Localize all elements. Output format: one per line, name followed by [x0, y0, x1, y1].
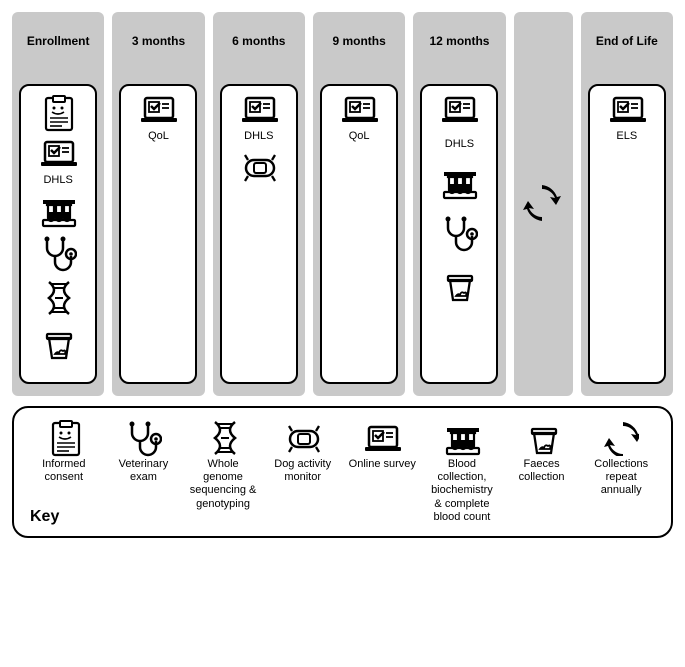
card-12months: DHLS — [420, 84, 498, 384]
dna-icon — [39, 278, 77, 318]
key-tubes: Blood collection, biochemistry & complet… — [426, 418, 498, 524]
card-label: DHLS — [244, 130, 273, 142]
monitor-icon — [240, 148, 278, 186]
laptop-icon — [340, 94, 378, 124]
key-laptop: Online survey — [347, 418, 419, 524]
card-label: DHLS — [445, 138, 474, 150]
card-9months: QoL — [320, 84, 398, 384]
key-text: Online survey — [349, 458, 416, 471]
key-text: Blood collection, biochemistry & complet… — [426, 458, 498, 524]
laptop-icon — [608, 94, 646, 124]
key-text: Collections repeat annually — [585, 458, 657, 498]
dna-icon — [205, 418, 241, 458]
laptop-icon — [139, 94, 177, 124]
card-label: QoL — [148, 130, 169, 142]
tubes-icon — [440, 164, 478, 200]
key-text: Veterinary exam — [108, 458, 180, 484]
col-header: 12 months — [429, 20, 489, 84]
col-6months: 6 months DHLS — [213, 12, 305, 396]
laptop-icon — [240, 94, 278, 124]
faeces-icon — [39, 324, 77, 362]
key-text: Faeces collection — [506, 458, 578, 484]
key-dna: Whole genome sequencing & genotyping — [187, 418, 259, 524]
faeces-icon — [440, 266, 478, 304]
repeat-icon — [522, 183, 564, 225]
monitor-icon — [284, 418, 322, 458]
consent-icon — [40, 94, 76, 132]
card-label: QoL — [349, 130, 370, 142]
col-12months: 12 months DHLS — [413, 12, 505, 396]
card-label: ELS — [616, 130, 637, 142]
key-repeat: Collections repeat annually — [585, 418, 657, 524]
stethoscope-icon — [124, 418, 162, 458]
tubes-icon — [443, 418, 481, 458]
col-header: End of Life — [596, 20, 658, 84]
col-header: 3 months — [132, 20, 185, 84]
col-header: 6 months — [232, 20, 285, 84]
laptop-icon — [39, 138, 77, 168]
laptop-icon — [440, 94, 478, 124]
col-3months: 3 months QoL — [112, 12, 204, 396]
card-enrollment: DHLS — [19, 84, 97, 384]
stethoscope-icon — [440, 214, 478, 252]
col-header: 9 months — [332, 20, 385, 84]
col-repeat — [514, 12, 573, 396]
laptop-icon — [363, 418, 401, 458]
stethoscope-icon — [39, 234, 77, 272]
key-text: Dog activity monitor — [267, 458, 339, 484]
card-3months: QoL — [119, 84, 197, 384]
repeat-icon — [603, 418, 639, 458]
col-endoflife: End of Life ELS — [581, 12, 673, 396]
key-row: Informed consent Veterinary exam Whole g… — [28, 418, 657, 524]
timeline-row: Enrollment DHLS 3 months QoL 6 months DH… — [12, 12, 673, 396]
key-text: Whole genome sequencing & genotyping — [187, 458, 259, 511]
col-enrollment: Enrollment DHLS — [12, 12, 104, 396]
key-monitor: Dog activity monitor — [267, 418, 339, 524]
faeces-icon — [524, 418, 560, 458]
key-stethoscope: Veterinary exam — [108, 418, 180, 524]
key-title: Key — [30, 508, 59, 526]
col-header: Enrollment — [27, 20, 90, 84]
key-text: Informed consent — [28, 458, 100, 484]
card-label: DHLS — [43, 174, 72, 186]
card-6months: DHLS — [220, 84, 298, 384]
tubes-icon — [39, 192, 77, 228]
key-faeces: Faeces collection — [506, 418, 578, 524]
card-endoflife: ELS — [588, 84, 666, 384]
key-panel: Informed consent Veterinary exam Whole g… — [12, 406, 673, 538]
consent-icon — [47, 418, 81, 458]
col-9months: 9 months QoL — [313, 12, 405, 396]
